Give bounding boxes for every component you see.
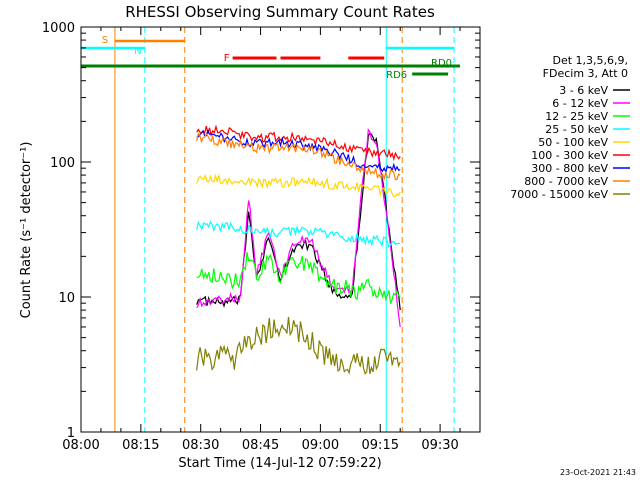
x-tick-label: 09:00 <box>302 438 339 453</box>
legend-label: 50 - 100 keV <box>538 136 608 149</box>
legend-header: FDecim 3, Att 0 <box>543 67 628 80</box>
x-axis-label: Start Time (14-Jul-12 07:59:22) <box>178 456 381 471</box>
timestamp-label: 23-Oct-2021 21:43 <box>560 468 636 477</box>
y-axis-label: Count Rate (s⁻¹ detector⁻¹) <box>19 142 34 319</box>
legend: Det 1,3,5,6,9,FDecim 3, Att 0 3 - 6 keV6 … <box>510 54 630 201</box>
y-tick-label: 1 <box>67 426 75 441</box>
flag-bars: S N F RD0 RD6 <box>81 35 461 81</box>
flag-label-f: F <box>224 53 230 64</box>
legend-label: 25 - 50 keV <box>545 123 608 136</box>
x-axis: 08:00 08:15 08:30 08:45 09:00 09:15 09:30 <box>62 27 481 453</box>
y-tick-label: 1000 <box>42 21 75 36</box>
y-tick-label: 100 <box>50 156 75 171</box>
x-tick-label: 08:30 <box>182 438 219 453</box>
series-800-7000-kev <box>196 131 401 181</box>
legend-label: 12 - 25 keV <box>545 110 608 123</box>
data-series <box>196 124 401 375</box>
plot-frame <box>80 26 481 433</box>
legend-label: 300 - 800 keV <box>531 162 608 175</box>
legend-label: 3 - 6 keV <box>559 84 608 97</box>
vertical-markers <box>114 27 455 432</box>
flag-label-rd6: RD6 <box>386 70 407 81</box>
series-7000-15000-kev <box>196 316 401 375</box>
legend-header: Det 1,3,5,6,9, <box>552 54 628 67</box>
y-tick-label: 10 <box>58 291 75 306</box>
chart-title: RHESSI Observing Summary Count Rates <box>125 3 435 21</box>
series-100-300-kev <box>196 124 401 162</box>
series-300-800-kev <box>196 129 401 174</box>
y-axis: 1 10 100 1000 <box>42 21 480 441</box>
legend-label: 800 - 7000 keV <box>524 175 608 188</box>
legend-label: 100 - 300 keV <box>531 149 608 162</box>
legend-label: 7000 - 15000 keV <box>510 188 608 201</box>
x-tick-label: 08:15 <box>122 438 159 453</box>
flag-label-rd0: RD0 <box>431 58 452 69</box>
series-6-12-kev <box>196 128 401 327</box>
series-50-100-kev <box>196 173 401 198</box>
x-tick-label: 09:15 <box>362 438 399 453</box>
legend-label: 6 - 12 keV <box>552 97 608 110</box>
x-tick-label: 08:00 <box>62 438 99 453</box>
flag-label-s: S <box>102 35 108 46</box>
flag-label-n: N <box>134 46 141 57</box>
x-tick-label: 08:45 <box>242 438 279 453</box>
series-25-50-kev <box>196 220 401 248</box>
series-12-25-kev <box>196 252 401 304</box>
x-tick-label: 09:30 <box>421 438 458 453</box>
